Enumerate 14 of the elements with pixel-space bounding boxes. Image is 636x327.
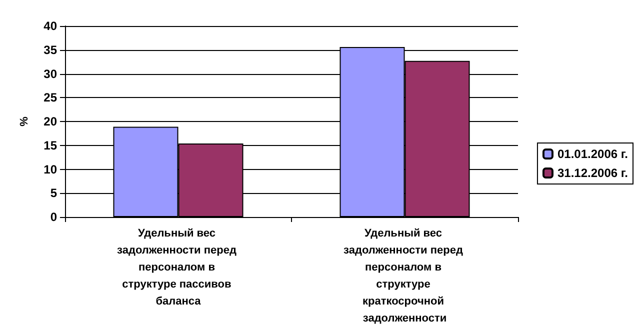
x-tick-label: Удельный вес задолженности перед персоналом в структуре пассивов баланса (117, 228, 240, 308)
y-tick-label: 30 (44, 66, 58, 81)
y-tick-label: 0 (50, 210, 58, 224)
y-tick-label: 5 (50, 186, 58, 200)
y-tick-label: 35 (44, 42, 58, 57)
x-tick-label: Удельный вес задолженности перед персоналом в структуре краткосрочной задолженности (344, 228, 466, 324)
y-axis-title: % (18, 116, 30, 126)
y-tick-label: 25 (44, 90, 58, 105)
y-tick-label: 10 (44, 162, 58, 176)
y-tick-label: 40 (44, 19, 58, 33)
legend-label: 01.01.2006 г. (557, 147, 628, 161)
legend-label: 31.12.2006 г. (557, 166, 628, 180)
y-tick-label: 20 (44, 114, 58, 128)
y-tick-label: 15 (44, 138, 58, 152)
